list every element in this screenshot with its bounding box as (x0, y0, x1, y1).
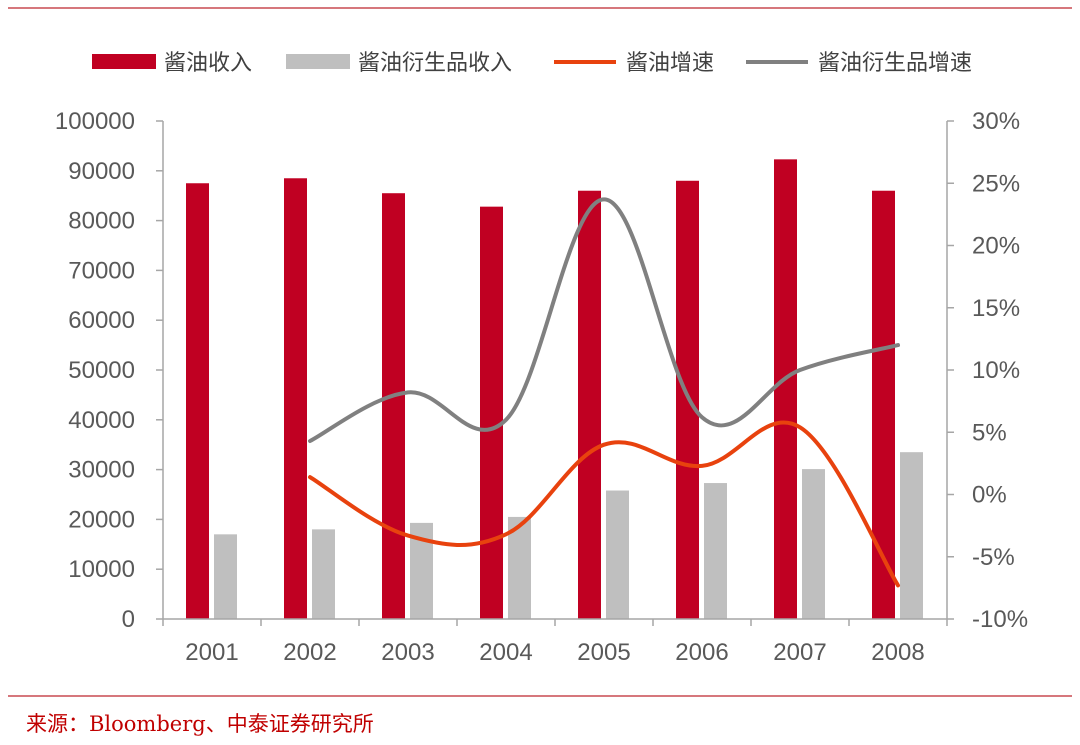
bar-soy-revenue-2004 (480, 206, 503, 619)
bar-derivative-revenue-2007 (802, 469, 825, 619)
bar-derivative-revenue-2006 (704, 483, 727, 619)
bar-derivative-revenue-2004 (508, 516, 531, 619)
x-tick-label-2006: 2006 (675, 639, 728, 666)
legend-soy-growth: 酱油增速 (554, 51, 714, 76)
bar-soy-revenue-2007 (774, 159, 797, 619)
legend-soy-revenue-label: 酱油收入 (164, 51, 252, 76)
y-left-tick-label: 10000 (68, 556, 135, 583)
legend-derivative-revenue: 酱油衍生品收入 (286, 51, 512, 76)
bar-derivative-revenue-2003 (410, 522, 433, 619)
y-left-tick-label: 90000 (68, 158, 135, 185)
lines-layer (308, 197, 900, 588)
x-tick-label-2003: 2003 (381, 639, 434, 666)
legend-derivative-revenue-swatch (286, 54, 350, 69)
bar-soy-revenue-2003 (382, 193, 405, 619)
y-right-tick-label: -10% (972, 606, 1028, 633)
bar-derivative-revenue-2002 (312, 529, 335, 619)
bar-derivative-revenue-2005 (606, 490, 629, 619)
bar-derivative-revenue-2008 (900, 452, 923, 619)
x-tick-label-2001: 2001 (185, 639, 238, 666)
bar-soy-revenue-2001 (186, 183, 209, 619)
y-right-tick-label: 15% (972, 295, 1020, 322)
y-right-tick-label: 25% (972, 170, 1020, 197)
y-left-tick-label: 0 (122, 606, 135, 633)
x-tick-label-2002: 2002 (283, 639, 336, 666)
y-left-tick-label: 40000 (68, 407, 135, 434)
bar-derivative-revenue-2001 (214, 534, 237, 619)
y-right-tick-label: 5% (972, 419, 1007, 446)
bars-layer (186, 159, 923, 619)
y-left-tick-label: 100000 (55, 108, 135, 135)
y-left-tick-label: 80000 (68, 208, 135, 235)
y-right-tick-label: 10% (972, 357, 1020, 384)
x-tick-label-2004: 2004 (479, 639, 532, 666)
y-left-tick-label: 30000 (68, 457, 135, 484)
legend: 酱油收入 酱油衍生品收入 酱油增速 酱油衍生品增速 (92, 51, 972, 76)
bar-soy-revenue-2002 (284, 178, 307, 619)
y-left-tick-label: 60000 (68, 307, 135, 334)
legend-derivative-growth-label: 酱油衍生品增速 (818, 51, 972, 76)
x-tick-label-2008: 2008 (871, 639, 924, 666)
x-tick-label-2007: 2007 (773, 639, 826, 666)
y-right-tick-label: -5% (972, 544, 1015, 571)
y-right-tick-label: 30% (972, 108, 1020, 135)
bar-soy-revenue-2005 (578, 190, 601, 619)
x-tick-label-2005: 2005 (577, 639, 630, 666)
y-right-tick-label: 0% (972, 482, 1007, 509)
axes-layer: 0 10000 20000 30000 40000 50000 60000 70000 8000… (55, 108, 1028, 666)
legend-soy-revenue: 酱油收入 (92, 51, 252, 76)
y-left-tick-label: 20000 (68, 506, 135, 533)
legend-soy-revenue-swatch (92, 54, 156, 69)
legend-soy-growth-label: 酱油增速 (626, 51, 714, 76)
y-left-tick-label: 50000 (68, 357, 135, 384)
y-right-tick-label: 20% (972, 233, 1020, 260)
line-derivative-growth (308, 197, 900, 443)
legend-derivative-growth: 酱油衍生品增速 (746, 51, 972, 76)
source-note: 来源：Bloomberg、中泰证券研究所 (26, 712, 374, 736)
legend-derivative-revenue-label: 酱油衍生品收入 (358, 51, 512, 76)
line-soy-growth (308, 420, 900, 588)
y-left-tick-label: 70000 (68, 257, 135, 284)
bar-soy-revenue-2008 (872, 190, 895, 619)
